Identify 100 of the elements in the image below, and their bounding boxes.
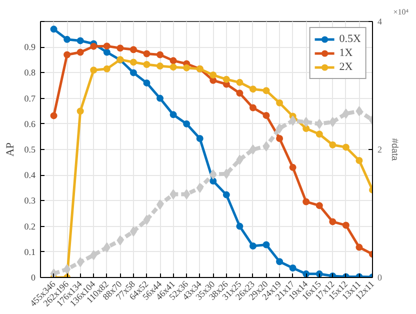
point	[76, 108, 84, 115]
point	[210, 177, 217, 184]
point	[76, 257, 84, 268]
y-tick-label: 0	[31, 272, 36, 282]
point	[143, 79, 150, 86]
point	[276, 135, 284, 142]
y-tick-label: 0.2	[24, 221, 36, 232]
point	[64, 51, 71, 58]
point	[262, 87, 270, 94]
text: ×10⁴	[393, 8, 409, 16]
y-tick-label: 0.8	[24, 68, 36, 78]
point	[249, 86, 256, 93]
point	[302, 270, 310, 278]
y-tick-label: 0.7	[24, 93, 36, 104]
point	[183, 189, 190, 200]
point	[130, 226, 137, 236]
point	[183, 120, 190, 128]
point	[156, 94, 164, 102]
point	[183, 64, 190, 72]
point	[170, 64, 177, 71]
point	[302, 125, 310, 132]
y2-axis-title: #data	[390, 138, 400, 161]
point	[90, 66, 98, 74]
y-tick-label: 0.5	[24, 144, 36, 154]
point	[90, 42, 98, 50]
point	[302, 116, 310, 127]
point	[156, 200, 164, 210]
point	[262, 241, 270, 248]
point	[249, 104, 256, 112]
point	[356, 244, 363, 251]
point	[222, 168, 230, 179]
point	[50, 112, 58, 120]
point	[289, 116, 296, 126]
point	[302, 198, 310, 206]
point	[143, 61, 150, 68]
point	[329, 141, 336, 148]
point	[316, 130, 323, 138]
point	[103, 65, 110, 72]
point	[116, 235, 124, 246]
point	[116, 44, 124, 52]
point	[170, 189, 177, 200]
point	[210, 72, 217, 78]
point	[50, 268, 58, 278]
legend-label: 0.5X	[339, 32, 361, 46]
point	[329, 218, 336, 226]
point	[316, 118, 323, 129]
point	[236, 78, 244, 86]
point	[103, 242, 110, 252]
point	[249, 242, 256, 250]
point	[196, 182, 204, 193]
point	[103, 48, 110, 56]
point	[130, 69, 137, 76]
point	[356, 106, 363, 116]
point	[316, 202, 323, 210]
y-tick-label: 0.3	[24, 196, 36, 206]
point	[156, 62, 164, 70]
y2-tick-label: 2	[378, 144, 382, 154]
point	[276, 99, 284, 106]
point	[76, 37, 84, 44]
point	[289, 164, 296, 171]
legend-label: 1X	[339, 46, 354, 60]
point	[342, 144, 350, 151]
y-axis-title: AP	[4, 142, 16, 157]
y2-tick-label: 0	[378, 272, 382, 282]
point	[156, 51, 164, 58]
y-tick-label: 0.1	[24, 246, 36, 257]
point	[64, 264, 71, 274]
point	[130, 58, 137, 66]
point	[170, 57, 177, 64]
point	[249, 144, 256, 154]
point	[236, 222, 244, 230]
legend-label: 2X	[339, 60, 354, 74]
point	[130, 46, 137, 54]
y-tick-label: 0.4	[24, 170, 36, 180]
point	[222, 76, 230, 83]
point	[76, 48, 84, 56]
point	[262, 141, 270, 152]
point	[342, 108, 350, 119]
point	[236, 154, 244, 165]
point	[50, 26, 58, 33]
point	[90, 250, 98, 260]
y2-tick-label: 4	[378, 16, 382, 26]
point	[143, 50, 150, 58]
y-tick-label: 0.9	[24, 42, 36, 52]
point	[342, 222, 350, 229]
point	[236, 90, 244, 97]
point	[276, 258, 284, 266]
point	[222, 191, 230, 198]
point	[196, 135, 204, 142]
point	[329, 116, 336, 127]
point	[262, 112, 270, 119]
point	[103, 42, 110, 50]
point	[356, 157, 363, 164]
point	[64, 36, 71, 43]
y-tick-label: 0.6	[24, 118, 36, 129]
point	[289, 264, 296, 272]
point	[170, 111, 177, 118]
point	[210, 169, 217, 180]
point	[276, 123, 284, 134]
point	[143, 214, 150, 225]
